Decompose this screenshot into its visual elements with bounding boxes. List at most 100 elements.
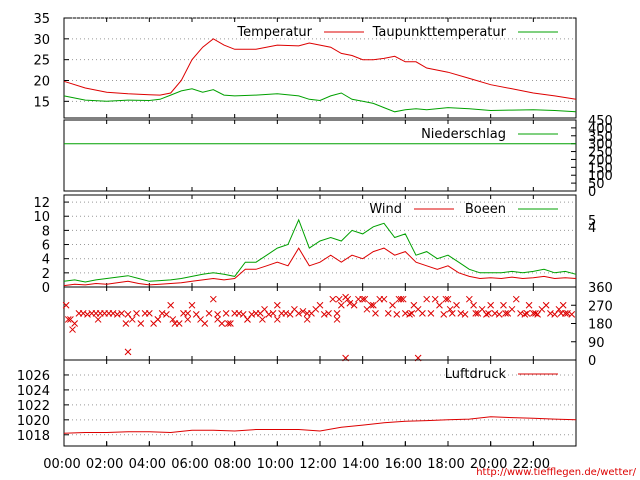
direction-point	[248, 311, 256, 318]
y-tick-label: 1026	[17, 369, 50, 384]
y-tick-label: 0	[42, 281, 50, 296]
direction-point	[359, 295, 367, 303]
time-tick-label: 16:00	[385, 457, 422, 472]
direction-point	[446, 305, 454, 313]
direction-point	[453, 301, 460, 309]
direction-point	[124, 348, 132, 356]
direction-point	[551, 311, 559, 318]
legend-label: Luftdruck	[445, 367, 507, 382]
direction-point	[448, 310, 456, 317]
time-tick-label: 02:00	[86, 457, 123, 472]
y-tick-label: 0	[588, 185, 596, 200]
direction-point	[118, 310, 125, 317]
direction-point	[94, 316, 102, 323]
direction-point	[521, 311, 529, 318]
y-tick-label: 350	[588, 130, 613, 145]
direction-point	[564, 310, 571, 317]
direction-point	[239, 311, 247, 318]
direction-point	[444, 295, 452, 303]
time-tick-label: 18:00	[427, 457, 464, 472]
direction-point	[523, 310, 531, 317]
direction-point	[419, 310, 426, 317]
direction-point	[320, 311, 328, 318]
direction-point	[188, 301, 196, 309]
direction-point	[512, 295, 520, 303]
direction-point	[442, 295, 450, 303]
direction-point	[175, 320, 183, 327]
direction-point	[273, 316, 281, 323]
y-tick-label: 90	[588, 336, 605, 351]
y-tick-label: 0	[588, 354, 596, 369]
direction-point	[244, 316, 251, 323]
time-tick-label: 20:00	[470, 457, 507, 472]
direction-point	[205, 310, 213, 317]
direction-point	[495, 311, 503, 318]
y-tick-label: 300	[588, 138, 613, 153]
y-tick-label: 2	[42, 267, 50, 282]
direction-point	[286, 311, 294, 318]
right-tick-label: 4	[588, 221, 596, 236]
direction-point	[261, 305, 268, 313]
legend-label: Niederschlag	[421, 127, 506, 142]
direction-point	[167, 301, 175, 309]
y-tick-label: 1020	[17, 414, 50, 429]
direction-point	[440, 311, 448, 318]
direction-point	[209, 295, 217, 303]
direction-point	[406, 311, 413, 318]
legend-label: Temperatur	[236, 25, 312, 40]
y-tick-label: 200	[588, 153, 613, 168]
direction-point	[399, 295, 407, 303]
direction-point	[431, 295, 439, 303]
direction-point	[457, 310, 465, 317]
direction-point	[478, 305, 486, 313]
direction-point	[224, 320, 232, 327]
y-tick-label: 10	[33, 210, 50, 225]
y-tick-label: 6	[42, 239, 50, 254]
direction-point	[335, 295, 343, 303]
direction-point	[461, 311, 469, 318]
direction-point	[184, 316, 192, 323]
y-tick-label: 400	[588, 122, 613, 137]
legend-label: Wind	[369, 202, 402, 217]
y-tick-label: 8	[42, 224, 50, 239]
direction-point	[372, 310, 379, 317]
direction-point	[568, 311, 576, 318]
direction-point	[122, 320, 130, 327]
direction-point	[380, 295, 388, 303]
direction-point	[508, 305, 516, 313]
time-tick-label: 06:00	[171, 457, 208, 472]
direction-point	[214, 311, 221, 318]
direction-point	[259, 316, 266, 323]
time-tick-label: 10:00	[257, 457, 294, 472]
y-tick-label: 1022	[17, 399, 50, 414]
direction-point	[559, 301, 567, 309]
y-tick-label: 25	[33, 54, 50, 69]
direction-point	[436, 301, 443, 309]
direction-point	[62, 301, 70, 309]
series-line-temperatur	[63, 38, 577, 100]
direction-point	[222, 310, 230, 317]
direction-point	[124, 311, 132, 318]
time-tick-label: 12:00	[299, 457, 336, 472]
direction-point	[214, 316, 221, 323]
y-tick-label: 50	[588, 177, 605, 192]
direction-point	[192, 311, 200, 318]
y-tick-label: 35	[33, 12, 50, 27]
direction-point	[350, 301, 358, 309]
direction-point	[145, 310, 153, 317]
y-tick-label: 4	[42, 253, 50, 268]
y-tick-label: 15	[33, 95, 50, 110]
direction-point	[557, 310, 565, 317]
direction-point	[201, 320, 209, 327]
direction-point	[502, 310, 509, 317]
direction-point	[346, 299, 354, 307]
direction-point	[393, 311, 401, 318]
direction-point	[79, 310, 87, 317]
y-tick-label: 20	[33, 75, 50, 90]
direction-point	[71, 320, 79, 327]
source-url: http://www.tiefflegen.de/wetter/	[476, 467, 636, 478]
direction-point	[299, 307, 307, 315]
time-tick-label: 00:00	[43, 457, 80, 472]
direction-point	[389, 301, 396, 309]
y-tick-label: 12	[33, 196, 50, 211]
